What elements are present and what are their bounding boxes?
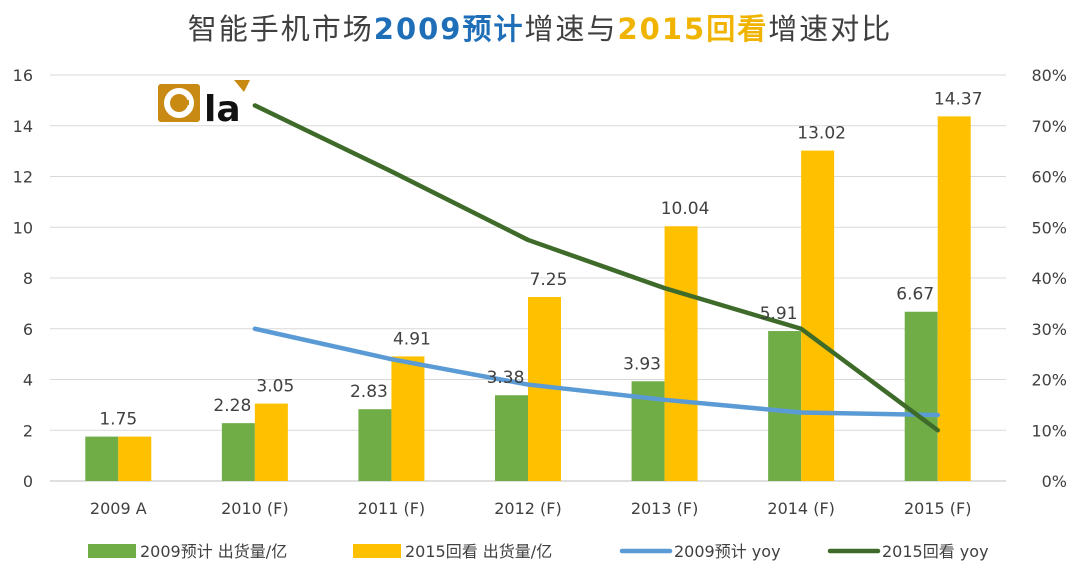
x-tick-label: 2014 (F) xyxy=(767,499,835,518)
x-tick-label: 2011 (F) xyxy=(358,499,426,518)
data-label-2009: 6.67 xyxy=(896,285,934,305)
y-left-tick-label: 12 xyxy=(13,168,33,187)
y-axis-right: 0% 10% 20% 30% 40% 50% 60% 70% 80% xyxy=(1031,66,1067,491)
bar-2009-forecast xyxy=(358,409,392,481)
data-label-2015: 14.37 xyxy=(934,89,983,109)
x-axis: 2009 A 2010 (F) 2011 (F) 2012 (F) 2013 (F) 20… xyxy=(90,499,972,518)
title-part-5: 增速对比 xyxy=(768,12,893,46)
data-label-2015: 3.05 xyxy=(256,377,294,397)
bar-2015-review xyxy=(254,403,288,481)
title-part-2: 2009预计 xyxy=(373,12,525,46)
bar-2015-review xyxy=(664,226,698,481)
data-label-2009: 5.91 xyxy=(760,304,798,324)
y-right-tick-label: 60% xyxy=(1031,168,1067,187)
legend-label: 2009预计 出货量/亿 xyxy=(140,542,287,561)
logo-ring-cut xyxy=(177,100,189,105)
line-series xyxy=(252,103,940,433)
chart-title: 智能手机市场2009预计增速与2015回看增速对比 xyxy=(0,6,1080,48)
line-2009-yoy xyxy=(252,326,940,418)
data-label-2009: 1.75 xyxy=(99,410,137,430)
y-right-tick-label: 30% xyxy=(1031,320,1067,339)
y-axis-left: 0 2 4 6 8 10 12 14 16 xyxy=(13,66,33,491)
x-tick-label: 2010 (F) xyxy=(221,499,289,518)
bar-2015-review xyxy=(391,356,425,481)
data-label-2009: 2.28 xyxy=(213,396,251,416)
data-label-2015: 4.91 xyxy=(393,329,431,349)
x-tick-label: 2012 (F) xyxy=(494,499,562,518)
logo-ring xyxy=(164,88,194,118)
logo-text: la xyxy=(204,89,241,130)
y-left-tick-label: 0 xyxy=(23,472,33,491)
legend-label: 2015回看 出货量/亿 xyxy=(405,542,552,561)
data-label-2015: 13.02 xyxy=(797,124,846,144)
title-part-4: 2015回看 xyxy=(617,12,769,46)
y-left-tick-label: 8 xyxy=(23,269,33,288)
logo-corner-mark xyxy=(234,80,250,92)
x-tick-label: 2015 (F) xyxy=(904,499,972,518)
bar-2009-forecast xyxy=(495,395,528,481)
legend-label: 2009预计 yoy xyxy=(674,542,781,561)
title-part-3: 增速与 xyxy=(524,12,618,46)
y-right-tick-label: 20% xyxy=(1031,371,1067,390)
y-left-tick-label: 10 xyxy=(13,218,33,237)
bar-2009-forecast xyxy=(768,331,802,481)
y-left-tick-label: 16 xyxy=(13,66,33,85)
data-label-2015: 10.04 xyxy=(661,199,710,219)
y-right-tick-label: 0% xyxy=(1042,472,1067,491)
y-left-tick-label: 2 xyxy=(23,421,33,440)
legend: 2009预计 出货量/亿 2015回看 出货量/亿 2009预计 yoy 2015回看… xyxy=(88,542,989,561)
line-2015-yoy xyxy=(252,103,940,433)
data-label-2009: 3.38 xyxy=(487,368,525,388)
y-left-tick-label: 6 xyxy=(23,320,33,339)
legend-label: 2015回看 yoy xyxy=(882,542,989,561)
x-tick-label: 2013 (F) xyxy=(631,499,699,518)
y-right-tick-label: 40% xyxy=(1031,269,1067,288)
bar-2015-review xyxy=(118,436,152,481)
legend-swatch xyxy=(353,544,401,558)
data-label-2009: 3.93 xyxy=(623,354,661,374)
data-labels: 1.75 2.283.05 2.83 4.91 3.38 7.25 3.93 10.04 5.9… xyxy=(99,89,982,429)
y-left-tick-label: 4 xyxy=(23,371,33,390)
bar-2009-forecast xyxy=(904,311,938,481)
bar-2015-review xyxy=(937,116,971,481)
title-part-1: 智能手机市场 xyxy=(187,12,374,46)
data-label-2009: 2.83 xyxy=(350,382,388,402)
y-right-tick-label: 50% xyxy=(1031,218,1067,237)
x-tick-label: 2009 A xyxy=(90,499,147,518)
logo: la xyxy=(158,80,250,130)
bar-2009-forecast xyxy=(221,423,255,481)
y-right-tick-label: 70% xyxy=(1031,117,1067,136)
bar-series xyxy=(85,116,971,481)
y-right-tick-label: 10% xyxy=(1031,421,1067,440)
bar-2015-review xyxy=(801,150,835,481)
legend-swatch xyxy=(88,544,136,558)
y-left-tick-label: 14 xyxy=(13,117,33,136)
y-right-tick-label: 80% xyxy=(1031,66,1067,85)
bar-2009-forecast xyxy=(85,436,119,481)
data-label-2015: 7.25 xyxy=(530,270,568,290)
